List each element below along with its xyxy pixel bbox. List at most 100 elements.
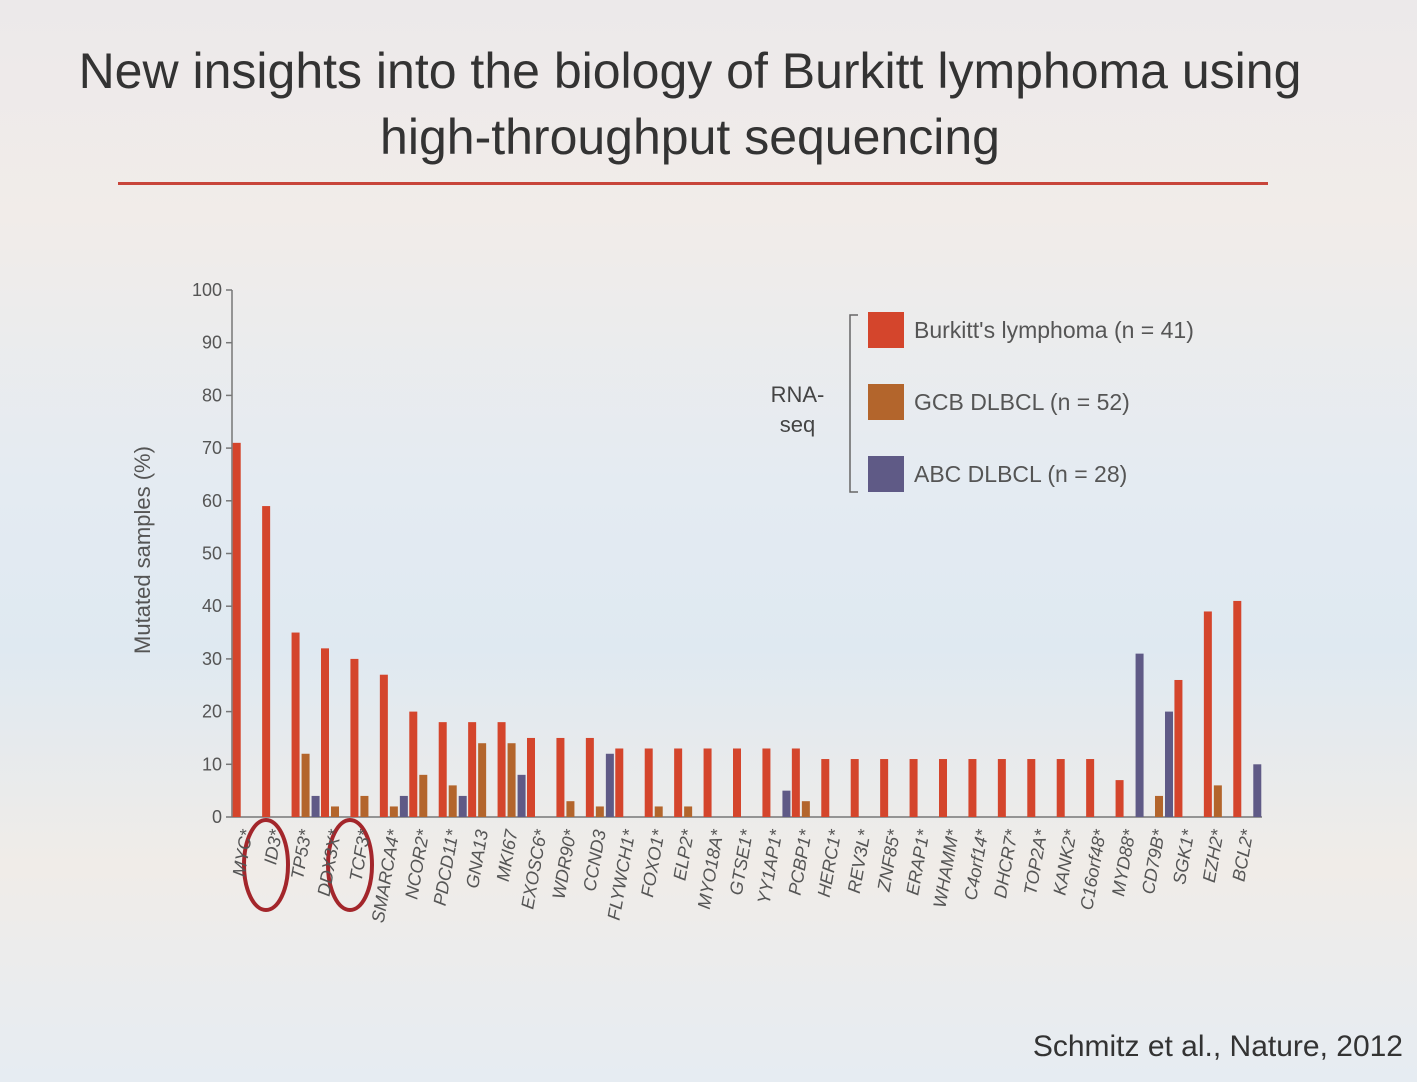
x-tick-label: REV3L* <box>844 827 875 895</box>
highlight-circle <box>242 818 290 912</box>
y-tick-label: 70 <box>202 438 222 458</box>
x-tick-label: ELP2* <box>670 827 699 882</box>
x-tick-label: PCBP1* <box>785 827 816 896</box>
bar <box>1213 785 1222 817</box>
x-tick-label: ZNF85* <box>873 827 904 894</box>
bar <box>1056 759 1065 817</box>
bar <box>389 806 398 817</box>
bar <box>939 759 947 817</box>
bar <box>605 753 614 817</box>
bar <box>232 442 241 817</box>
y-tick-label: 90 <box>202 333 222 353</box>
bar <box>458 795 467 817</box>
bar <box>301 753 310 817</box>
bar <box>379 674 388 817</box>
chart: Mutated samples (%) 0 10 20 30 40 50 60 70 80 90 1… <box>130 280 1262 924</box>
x-tick-label: PDCD11* <box>430 827 463 907</box>
y-tick-label: 60 <box>202 491 222 511</box>
x-tick-label: ID3* <box>260 827 286 866</box>
bar <box>448 785 457 817</box>
x-tick-label: DDX3X* <box>314 827 346 897</box>
bar <box>1174 679 1183 817</box>
legend-bracket <box>849 314 858 493</box>
legend-title: RNA-seq <box>770 382 825 437</box>
bar <box>478 743 487 817</box>
x-tick-label: DHCR7* <box>990 827 1022 899</box>
x-tick-label: CD79B* <box>1138 827 1169 895</box>
bar <box>595 806 604 817</box>
y-tick-label: 10 <box>202 754 222 774</box>
bar <box>1086 759 1095 817</box>
legend-swatch <box>868 456 904 492</box>
source: Schmitz et al., Nature, 2012 <box>1032 1030 1403 1063</box>
bar <box>497 722 506 817</box>
legend-swatch <box>868 312 904 348</box>
bar <box>1115 780 1124 817</box>
x-tick-label: HERC1* <box>814 827 846 898</box>
legend-label: Burkitt's lymphoma (n = 41) <box>914 317 1194 343</box>
x-tick-label: GNA13 <box>462 828 492 890</box>
x-tick-label: NCOR2* <box>401 827 433 900</box>
legend-swatch <box>868 384 904 420</box>
bar <box>1253 764 1262 817</box>
bar <box>703 748 712 817</box>
bar <box>644 748 653 817</box>
slide-title: New insights into the biology of Burkitt… <box>78 43 1302 165</box>
bar <box>360 795 369 817</box>
x-tick-label: EXOSC6* <box>517 827 551 910</box>
y-tick-label: 0 <box>212 807 222 827</box>
bar <box>468 722 477 817</box>
highlight-circle <box>326 818 374 912</box>
legend-label: GCB DLBCL (n = 52) <box>914 389 1130 415</box>
x-tick-label: MYO18A* <box>694 827 728 910</box>
y-tick-label: 100 <box>192 280 222 300</box>
bar <box>684 806 693 817</box>
bar <box>1203 611 1212 817</box>
x-tick-label: BCL2* <box>1228 827 1257 883</box>
x-tick-label: TOP2A* <box>1020 827 1051 896</box>
bar <box>1233 600 1242 817</box>
x-tick-label: C4orf14* <box>960 827 992 901</box>
bar <box>782 790 791 817</box>
x-tick-label: C16orf48* <box>1076 827 1110 911</box>
bar <box>674 748 683 817</box>
x-tick-label: WDR90* <box>549 827 581 900</box>
bar <box>556 737 565 817</box>
bar <box>880 759 889 817</box>
y-tick-label: 40 <box>202 596 222 616</box>
bar <box>615 748 624 817</box>
x-tick-label: MYD88* <box>1108 827 1140 897</box>
bar <box>654 806 663 817</box>
title-rule <box>118 182 1268 185</box>
x-tick-label: SGK1* <box>1169 827 1198 886</box>
bar <box>331 806 339 817</box>
x-tick-label: EZH2* <box>1199 827 1228 884</box>
bar <box>566 801 575 817</box>
y-tick-label: 20 <box>202 702 222 722</box>
bar <box>507 743 516 817</box>
x-tick-label: FLYWCH1* <box>604 827 640 921</box>
bar <box>821 759 830 817</box>
bar <box>438 722 447 817</box>
x-tick-label: CCND3 <box>579 828 609 893</box>
bar <box>517 774 526 817</box>
bar <box>801 801 810 817</box>
legend-label: ABC DLBCL (n = 28) <box>914 461 1127 487</box>
bar <box>791 748 800 817</box>
bar <box>527 737 535 817</box>
x-tick-label: MKI67 <box>493 827 522 883</box>
bar <box>350 658 359 817</box>
bar <box>409 711 418 817</box>
bar <box>968 759 977 817</box>
bar <box>262 506 271 817</box>
y-tick-label: 30 <box>202 649 222 669</box>
y-axis-label: Mutated samples (%) <box>130 446 155 654</box>
x-tick-label: YY1AP1* <box>754 827 787 905</box>
y-tick-label: 80 <box>202 385 222 405</box>
x-tick-label: ERAP1* <box>902 827 933 896</box>
x-tick-label: FOXO1* <box>637 827 669 898</box>
bar <box>1165 711 1173 817</box>
bar <box>1135 653 1144 817</box>
bar <box>419 774 428 817</box>
